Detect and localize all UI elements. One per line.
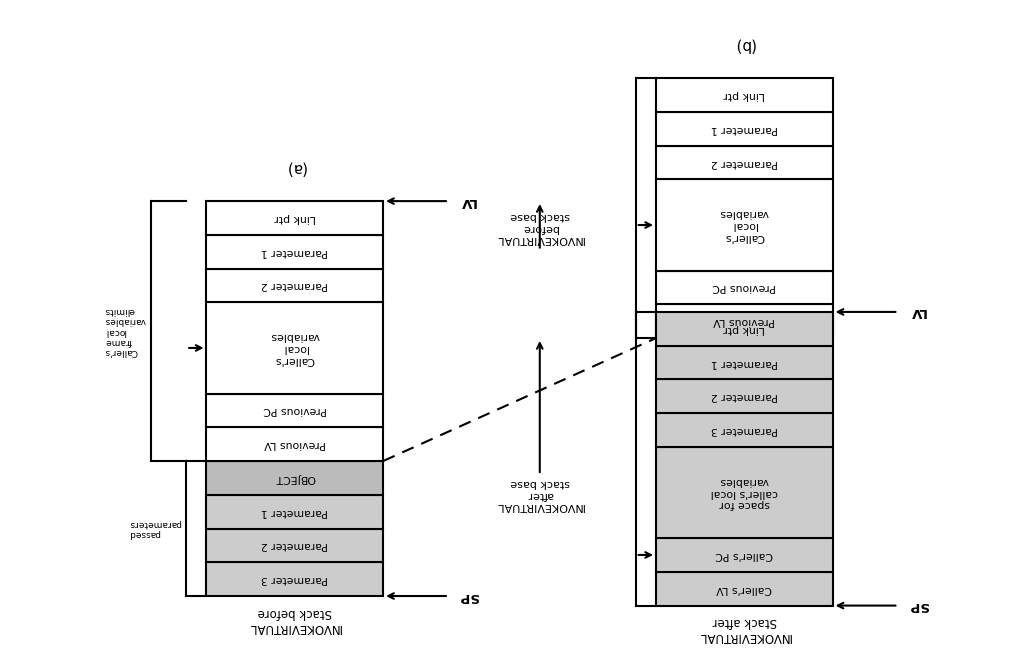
Text: Parameter 1: Parameter 1 [261, 506, 329, 517]
Text: Previous LV: Previous LV [264, 439, 326, 449]
Bar [656, 538, 833, 572]
Bar [207, 201, 383, 235]
Text: passed
parameters: passed parameters [129, 519, 181, 538]
Text: Link ptr: Link ptr [274, 213, 315, 223]
Text: LV: LV [459, 195, 476, 207]
Bar [656, 346, 833, 379]
Text: SP: SP [908, 599, 928, 612]
Text: INVOKEVIRTUAL
before
stack base: INVOKEVIRTUAL before stack base [496, 211, 584, 244]
Text: SP: SP [459, 590, 478, 602]
Text: Parameter 3: Parameter 3 [711, 425, 778, 435]
Bar [656, 78, 833, 112]
Bar [207, 529, 383, 562]
Bar [656, 572, 833, 605]
Text: LV: LV [908, 306, 926, 318]
Text: Previous LV: Previous LV [714, 316, 775, 326]
Bar [207, 268, 383, 302]
Text: Parameter 1: Parameter 1 [711, 358, 778, 367]
Bar [207, 495, 383, 529]
Text: INVOKEVIRTUAL
Stack before: INVOKEVIRTUAL Stack before [249, 605, 341, 634]
Text: Parameter 2: Parameter 2 [711, 392, 778, 401]
Text: Parameter 2: Parameter 2 [261, 281, 329, 291]
Bar [656, 304, 833, 338]
Text: Caller's
frame
local
variables
elimits: Caller's frame local variables elimits [104, 306, 145, 356]
Text: (b): (b) [733, 38, 755, 52]
Text: Caller's
local
variables: Caller's local variables [270, 331, 319, 365]
Text: Parameter 2: Parameter 2 [261, 541, 329, 550]
Bar [207, 394, 383, 427]
Text: Caller's PC: Caller's PC [716, 550, 773, 560]
Text: Parameter 1: Parameter 1 [261, 247, 329, 256]
Bar [207, 461, 383, 495]
Bar [207, 302, 383, 394]
Text: space for
caller's local
variables: space for caller's local variables [711, 476, 778, 509]
Bar [656, 112, 833, 146]
Text: Previous PC: Previous PC [713, 283, 776, 293]
Bar [207, 562, 383, 596]
Bar [656, 146, 833, 180]
Text: Parameter 3: Parameter 3 [261, 574, 329, 584]
Text: INVOKEVIRTUAL
Stack after: INVOKEVIRTUAL Stack after [697, 615, 791, 643]
Text: Parameter 1: Parameter 1 [711, 124, 778, 134]
Bar [207, 235, 383, 268]
Bar [656, 447, 833, 538]
Text: Parameter 2: Parameter 2 [711, 157, 778, 167]
Text: Caller's
local
variables: Caller's local variables [720, 209, 769, 241]
Text: Link ptr: Link ptr [724, 324, 765, 334]
Text: INVOKEVIRTUAL
after
stack base: INVOKEVIRTUAL after stack base [496, 478, 584, 512]
Text: Link ptr: Link ptr [724, 90, 765, 100]
Bar [656, 379, 833, 413]
Text: Previous PC: Previous PC [263, 405, 327, 415]
Text: Caller's LV: Caller's LV [717, 584, 772, 594]
Bar [656, 413, 833, 447]
Text: OBJECT: OBJECT [274, 473, 315, 483]
Bar [656, 312, 833, 346]
Bar [207, 427, 383, 461]
Bar [656, 180, 833, 270]
Bar [656, 270, 833, 304]
Text: (a): (a) [285, 161, 305, 176]
